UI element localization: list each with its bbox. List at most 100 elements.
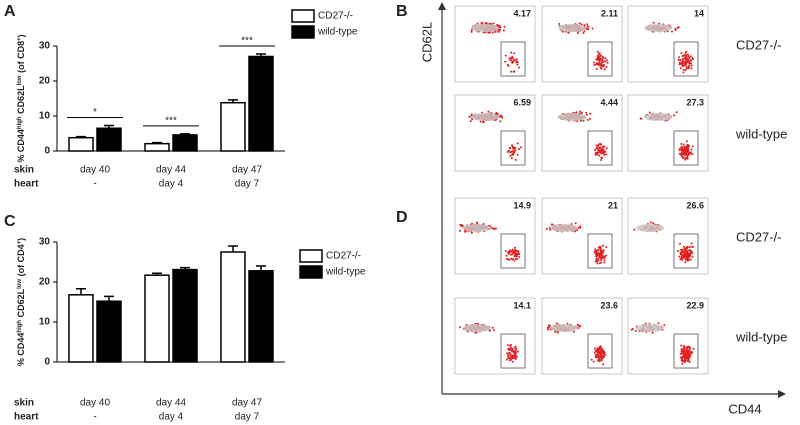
flow-dot xyxy=(578,22,581,25)
y-label-part: % CD44 xyxy=(16,333,26,367)
flow-dot xyxy=(678,63,681,66)
flow-dot xyxy=(518,148,520,151)
flow-dot xyxy=(567,31,570,34)
y-label-part: + xyxy=(17,240,23,244)
flow-dot xyxy=(691,56,694,59)
flow-dot xyxy=(513,251,516,254)
flow-dot xyxy=(508,351,511,354)
flow-dot xyxy=(682,68,685,71)
flow-dot xyxy=(688,347,691,350)
plot-frame xyxy=(627,94,709,172)
flow-dot xyxy=(594,152,597,155)
flow-dot xyxy=(487,31,490,34)
flow-dot xyxy=(510,350,513,352)
error-bar xyxy=(76,135,86,138)
y-label-part: (of CD8 xyxy=(16,41,26,76)
y-tick-label: 30 xyxy=(39,237,51,248)
flow-dot xyxy=(687,357,689,360)
flow-dot xyxy=(686,245,689,248)
gate xyxy=(500,233,526,269)
flow-dot xyxy=(691,145,694,148)
flow-dot xyxy=(506,150,509,153)
flow-dot xyxy=(685,351,688,354)
flow-dot xyxy=(574,230,577,233)
flow-dot xyxy=(684,261,687,264)
flow-dot xyxy=(690,64,693,67)
flow-dot xyxy=(512,148,515,150)
flow-dot xyxy=(491,326,494,329)
flow-dot xyxy=(681,248,684,251)
flow-dot xyxy=(651,331,654,334)
flow-dot xyxy=(575,111,578,114)
flow-dot xyxy=(686,251,689,254)
flow-dot xyxy=(685,67,688,70)
y-tick-label: 30 xyxy=(39,41,51,52)
legend-label: wild-type xyxy=(325,267,366,278)
flow-dot xyxy=(690,250,693,253)
flow-dot xyxy=(685,65,688,68)
bar xyxy=(172,268,198,363)
gate-value: 14 xyxy=(694,8,704,18)
bar xyxy=(248,270,274,363)
flow-dot xyxy=(580,111,583,114)
flow-dot xyxy=(598,154,601,157)
flow-dot xyxy=(482,121,485,124)
x-tick-label: day 40 xyxy=(80,398,110,409)
flow-dot xyxy=(601,145,604,148)
flow-dot xyxy=(684,254,686,257)
significance-label: *** xyxy=(165,115,177,126)
gate xyxy=(673,41,699,77)
flow-dot xyxy=(686,255,689,258)
flow-dot xyxy=(501,116,504,119)
flow-dot xyxy=(680,352,683,355)
flow-dot xyxy=(603,152,606,155)
gate-value: 22.9 xyxy=(686,300,704,310)
error-bar xyxy=(228,99,238,103)
flow-dot xyxy=(604,57,607,60)
flow-dot xyxy=(605,147,608,150)
flow-dot xyxy=(589,112,592,115)
flow-dot xyxy=(515,257,518,260)
flow-dot xyxy=(593,347,596,350)
flow-dot xyxy=(677,58,680,61)
flow-dot xyxy=(680,344,683,347)
flow-dot xyxy=(591,27,594,30)
flow-dot xyxy=(492,22,495,25)
y-label-part: + xyxy=(17,37,23,41)
flow-dot xyxy=(602,151,605,154)
flow-dot xyxy=(518,256,521,258)
plot-frame xyxy=(627,197,709,275)
row-label: wild-type xyxy=(735,126,787,141)
x-tick-label: day 4 xyxy=(159,179,184,190)
flow-dot xyxy=(600,149,603,151)
flow-dot xyxy=(547,326,550,329)
flow-dot xyxy=(512,349,515,352)
flow-dot xyxy=(682,350,685,353)
flow-dot xyxy=(604,353,607,356)
flow-dot xyxy=(634,329,637,332)
flow-dot xyxy=(513,150,515,153)
flow-dot xyxy=(685,140,688,143)
flow-dot xyxy=(684,56,687,59)
y-label-part: % CD44 xyxy=(16,129,26,163)
flow-dot xyxy=(657,322,660,325)
plot-frame xyxy=(541,197,623,275)
flow-dot xyxy=(683,146,686,149)
gate xyxy=(673,130,699,166)
flow-dot xyxy=(515,347,518,350)
flow-dot xyxy=(576,323,579,326)
flow-dot xyxy=(597,54,599,57)
flow-dot xyxy=(499,114,502,117)
flow-dot xyxy=(585,111,588,114)
flow-dot xyxy=(691,255,694,258)
x-tick-label: day 7 xyxy=(235,412,260,423)
flow-dot xyxy=(504,54,507,57)
flow-dot xyxy=(596,350,599,353)
row-name: heart xyxy=(14,179,39,190)
error-bar xyxy=(256,265,266,271)
flow-dot xyxy=(592,360,595,363)
row-name: heart xyxy=(14,412,39,423)
gate xyxy=(500,41,526,77)
gate xyxy=(587,130,613,166)
